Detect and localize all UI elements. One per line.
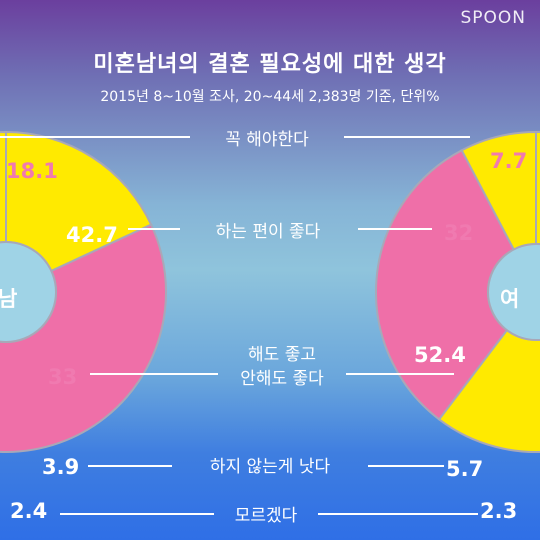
- value-female-better: 32: [444, 221, 473, 245]
- value-male-better: 42.7: [66, 223, 118, 247]
- female-center: [487, 243, 540, 341]
- male-slice-dontknow: [0, 130, 7, 244]
- category-label-either-line1: 해도 좋고: [248, 345, 316, 365]
- page-title: 미혼남녀의 결혼 필요성에 대한 생각: [93, 52, 447, 77]
- category-label-not: 하지 않는게 낫다: [210, 457, 331, 477]
- female-slice-dontknow: [535, 130, 540, 246]
- value-female-not: 5.7: [446, 457, 483, 481]
- brand-logo: SPOON: [460, 8, 526, 28]
- value-male-must: 18.1: [6, 159, 58, 183]
- value-female-must: 7.7: [490, 149, 527, 173]
- value-male-dontknow: 2.4: [10, 499, 47, 523]
- donut-male: [0, 130, 167, 453]
- donut-female: [375, 130, 540, 453]
- value-male-not: 3.9: [42, 455, 79, 479]
- center-label-male: 남: [0, 287, 17, 311]
- center-label-female: 여: [500, 287, 519, 311]
- value-female-dontknow: 2.3: [480, 499, 517, 523]
- category-label-either-line2: 안해도 좋다: [240, 369, 324, 389]
- category-label-must: 꼭 해야한다: [225, 130, 309, 150]
- category-label-better: 하는 편이 좋다: [216, 222, 321, 242]
- category-label-dontknow: 모르겠다: [235, 506, 298, 526]
- female-slice-either: [437, 328, 540, 453]
- page-subtitle: 2015년 8~10월 조사, 20~44세 2,383명 기준, 단위%: [100, 89, 440, 105]
- value-female-either: 52.4: [414, 343, 466, 367]
- male-center: [0, 241, 57, 343]
- value-male-either: 33: [48, 365, 77, 389]
